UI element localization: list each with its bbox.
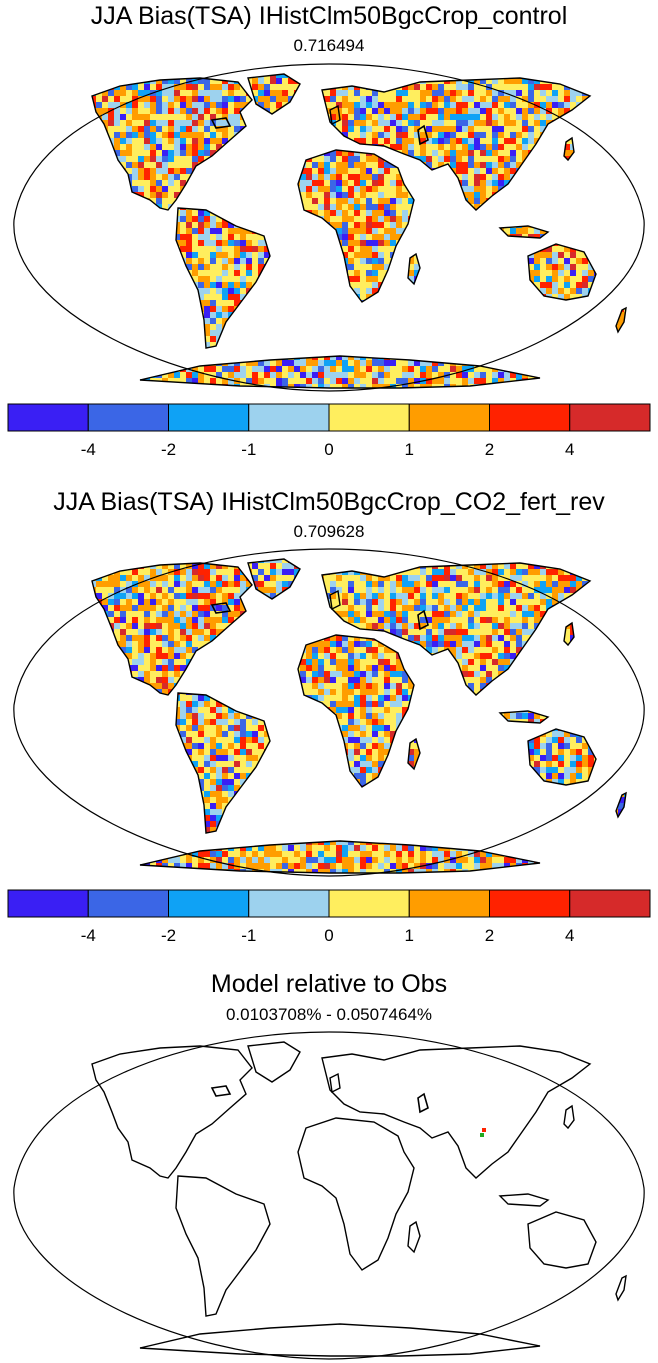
- relative-marker: [480, 1133, 484, 1137]
- uk-coastline: [329, 589, 341, 611]
- colorbar-swatch: [248, 403, 330, 432]
- panel-1-title: JJA Bias(TSA) IHistClm50BgcCrop_control: [90, 2, 568, 30]
- bias-field: [92, 74, 626, 388]
- colorbar-swatch: [248, 889, 330, 918]
- uk-coastline: [329, 1072, 341, 1094]
- colorbar-tick-label: -2: [161, 440, 176, 459]
- colorbar-tick-label: -1: [241, 926, 256, 945]
- indonesia-coastline: [498, 225, 550, 239]
- australia-coastline: [527, 728, 597, 786]
- panel-1-colorbar: -4 -2 -1 0 1 2 4: [7, 403, 651, 459]
- colorbar-tick-label: 1: [405, 926, 414, 945]
- greenland-coastline: [247, 73, 301, 115]
- colorbar-swatch: [489, 403, 571, 432]
- africa-coastline: [297, 1117, 415, 1271]
- projection-boundary: [13, 63, 645, 392]
- panel-2-map: [13, 548, 645, 877]
- northAmerica-coastline: [91, 77, 253, 211]
- great-lakes-outline: [210, 117, 232, 129]
- colorbar-swatch: [87, 403, 169, 432]
- colorbar-swatch: [408, 403, 490, 432]
- colorbar-swatch: [569, 889, 651, 918]
- great-lakes-outline: [210, 602, 232, 614]
- panel-3-map: [13, 1031, 645, 1360]
- panel-2-title: JJA Bias(TSA) IHistClm50BgcCrop_CO2_fert…: [53, 488, 605, 516]
- greenland-coastline: [247, 1041, 301, 1083]
- colorbar-tick-label: 0: [324, 926, 333, 945]
- colorbar-tick-label: 2: [485, 926, 494, 945]
- panel-1-map: [13, 63, 645, 392]
- nz-coastline: [615, 791, 627, 819]
- eurasia-coastline: [321, 562, 592, 696]
- colorbar-tick-label: 2: [485, 440, 494, 459]
- colorbar-tick-label: -2: [161, 926, 176, 945]
- colorbar-tick-label: 4: [565, 926, 574, 945]
- caspian-sea-outline: [417, 1092, 429, 1114]
- colorbar-tick-label: 1: [405, 440, 414, 459]
- madagascar-coastline: [407, 252, 421, 286]
- africa-coastline: [297, 634, 415, 788]
- madagascar-coastline: [407, 1220, 421, 1254]
- colorbar-swatch: [168, 889, 250, 918]
- colorbar-tick-label: -4: [81, 926, 96, 945]
- nz-coastline: [615, 1274, 627, 1302]
- australia-coastline: [527, 1211, 597, 1269]
- eurasia-coastline: [321, 77, 592, 211]
- colorbar-tick-label: -4: [81, 440, 96, 459]
- greenland-coastline: [247, 558, 301, 600]
- colorbar-swatch: [7, 403, 89, 432]
- australia-coastline: [527, 243, 597, 301]
- panel-3-subtitle: 0.0103708% - 0.0507464%: [225, 1005, 433, 1024]
- africa-coastline: [297, 149, 415, 303]
- colorbar-tick-label: 0: [324, 440, 333, 459]
- caspian-sea-outline: [417, 124, 429, 146]
- caspian-sea-outline: [417, 609, 429, 631]
- panel-1-subtitle: 0.716494: [293, 36, 365, 55]
- northAmerica-coastline: [91, 1045, 253, 1179]
- colorbar-tick-label: 4: [565, 440, 574, 459]
- colorbar-swatch: [87, 889, 169, 918]
- japan-coastline: [563, 1104, 575, 1130]
- northAmerica-coastline: [91, 562, 253, 696]
- projection-boundary: [13, 548, 645, 877]
- antarctica-coastline: [139, 1323, 541, 1357]
- colorbar-swatch: [489, 889, 571, 918]
- nz-coastline: [615, 306, 627, 334]
- colorbar-swatch: [168, 403, 250, 432]
- antarctica-coastline: [139, 355, 541, 389]
- colorbar-swatch: [408, 889, 490, 918]
- japan-coastline: [563, 136, 575, 162]
- colorbar-swatch: [328, 403, 410, 432]
- southAmerica-coastline: [175, 1175, 271, 1317]
- uk-coastline: [329, 104, 341, 126]
- projection-boundary: [13, 1031, 645, 1360]
- japan-coastline: [563, 621, 575, 647]
- indonesia-coastline: [498, 710, 550, 724]
- panel-2-colorbar: -4 -2 -1 0 1 2 4: [7, 889, 651, 945]
- colorbar-swatch: [328, 889, 410, 918]
- bias-field: [92, 559, 626, 873]
- indonesia-coastline: [498, 1193, 550, 1207]
- colorbar-swatch: [569, 403, 651, 432]
- colorbar-tick-label: -1: [241, 440, 256, 459]
- southAmerica-coastline: [175, 692, 271, 834]
- panel-3-title: Model relative to Obs: [210, 970, 448, 998]
- madagascar-coastline: [407, 737, 421, 771]
- eurasia-coastline: [321, 1045, 592, 1179]
- colorbar-swatch: [7, 889, 89, 918]
- great-lakes-outline: [210, 1085, 232, 1097]
- panel-2-subtitle: 0.709628: [293, 522, 365, 541]
- southAmerica-coastline: [175, 207, 271, 349]
- relative-marker: [482, 1128, 486, 1132]
- antarctica-coastline: [139, 840, 541, 874]
